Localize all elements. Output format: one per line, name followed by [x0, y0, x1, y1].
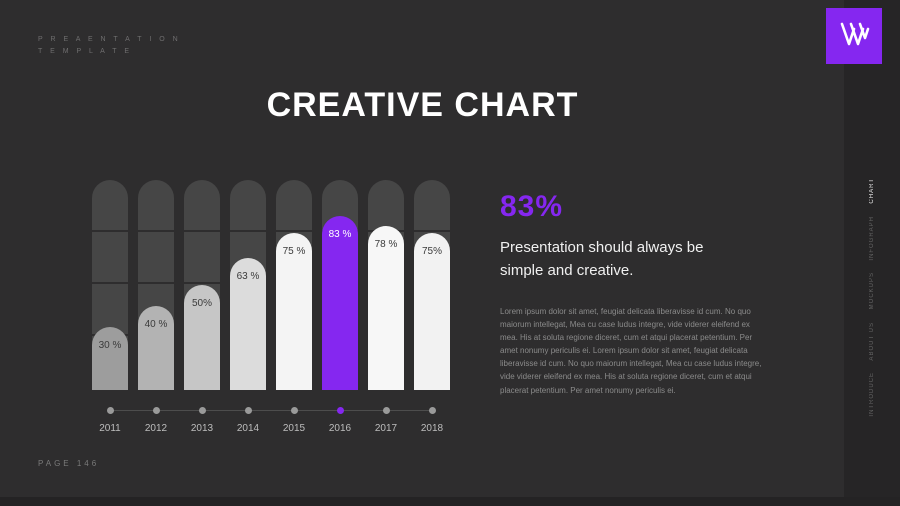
bar-value-label: 75 %: [282, 245, 306, 257]
timeline: 2011 2012 2013 2014 2015 2016 2017 2018: [92, 407, 450, 434]
timeline-year-label: 2018: [420, 423, 444, 434]
timeline-dot-wrap: [230, 407, 266, 414]
timeline-dot: [290, 407, 298, 414]
info-body: Lorem ipsum dolor sit amet, feugiat deli…: [500, 306, 762, 395]
sidebar-item-about-us[interactable]: ABOUT US: [869, 321, 875, 361]
bottom-strip: [0, 497, 900, 506]
chart-bar: 30 %: [92, 327, 128, 390]
timeline-dot-wrap: [322, 407, 358, 414]
side-nav: CHART INFOGRAPH MOCKUPS ABOUT US INTRODUCE: [844, 178, 900, 496]
bar-value-label: 63 %: [236, 270, 260, 282]
sidebar-item-mockups[interactable]: MOCKUPS: [869, 272, 875, 310]
timeline-dot-wrap: [414, 407, 450, 414]
timeline-dot: [244, 407, 252, 414]
brand-logo-icon: [840, 22, 870, 46]
template-label-line1: P R E A E N T A T I O N: [38, 36, 181, 43]
timeline-dot: [152, 407, 160, 414]
sidebar-item-infograph[interactable]: INFOGRAPH: [869, 215, 875, 261]
timeline-year-label: 2012: [144, 423, 168, 434]
bar-group: 30 % 40 % 50% 63 % 75 % 83 % 78 % 75%: [92, 180, 450, 390]
bar-value-label: 78 %: [374, 239, 398, 251]
timeline-dot: [428, 407, 436, 414]
timeline-year-label: 2017: [374, 423, 398, 434]
chart-bar: 63 %: [230, 257, 266, 390]
timeline-dot-wrap: [276, 407, 312, 414]
timeline-dot: [106, 407, 114, 414]
chart-slot: 78 %: [368, 180, 404, 390]
chart-bar: 75%: [414, 232, 450, 390]
timeline-years: 2011 2012 2013 2014 2015 2016 2017 2018: [92, 423, 450, 434]
chart-slot: 30 %: [92, 180, 128, 390]
timeline-dots: [92, 407, 450, 414]
chart-bar: 83 %: [322, 215, 358, 390]
timeline-dot: [382, 407, 390, 414]
sidebar-item-introduce[interactable]: INTRODUCE: [869, 372, 875, 417]
chart-slot: 83 %: [322, 180, 358, 390]
timeline-year-label: 2016: [328, 423, 352, 434]
bar-value-label: 50%: [191, 298, 212, 309]
bar-value-label: 40 %: [144, 319, 168, 330]
template-label-line2: T E M P L A T E: [38, 47, 133, 55]
chart-slot: 75%: [414, 180, 450, 390]
info-panel: 83% Presentation should always be simple…: [500, 190, 772, 397]
timeline-dot-wrap: [368, 407, 404, 414]
chart-bar: 75 %: [276, 232, 312, 390]
chart-slot: 40 %: [138, 180, 174, 390]
info-heading: Presentation should always be simple and…: [500, 239, 704, 280]
timeline-dot-wrap: [92, 407, 128, 414]
timeline-dot: [198, 407, 206, 414]
chart-slot: 50%: [184, 180, 220, 390]
timeline-dot: [336, 407, 344, 414]
sidebar-item-chart[interactable]: CHART: [869, 178, 875, 204]
bar-value-label: 30 %: [98, 340, 122, 351]
timeline-line: [110, 410, 432, 411]
page-number: PAGE 146: [38, 459, 100, 468]
chart-slot: 63 %: [230, 180, 266, 390]
bar-value-label: 75%: [421, 245, 442, 257]
highlight-value: 83%: [500, 190, 564, 223]
brand-logo: [826, 8, 882, 64]
bar-value-label: 83 %: [328, 228, 352, 240]
timeline-year-label: 2011: [99, 423, 121, 434]
page-title: CREATIVE CHART: [266, 86, 579, 124]
timeline-year-label: 2015: [282, 423, 306, 434]
timeline-year-label: 2013: [190, 423, 214, 434]
chart-bar: 78 %: [368, 226, 404, 390]
chart-bar: 50%: [184, 285, 220, 390]
bar-chart: 30 % 40 % 50% 63 % 75 % 83 % 78 % 75% 2011 2012 2…: [92, 180, 450, 434]
side-strip: CHART INFOGRAPH MOCKUPS ABOUT US INTRODUCE: [844, 0, 900, 506]
timeline-year-label: 2014: [236, 423, 260, 434]
chart-bar: 40 %: [138, 306, 174, 390]
timeline-dot-wrap: [184, 407, 220, 414]
chart-slot: 75 %: [276, 180, 312, 390]
template-label: P R E A E N T A T I O N T E M P L A T E: [38, 34, 181, 58]
timeline-dot-wrap: [138, 407, 174, 414]
